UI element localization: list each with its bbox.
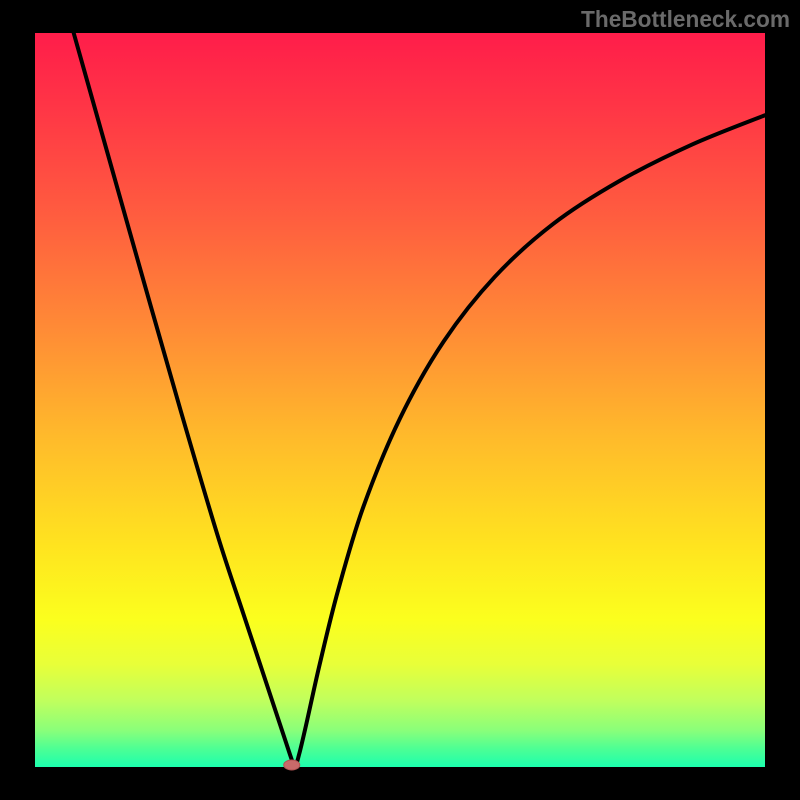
chart-canvas: TheBottleneck.com bbox=[0, 0, 800, 800]
curve-layer bbox=[35, 33, 765, 767]
plot-area bbox=[35, 33, 765, 767]
watermark-text: TheBottleneck.com bbox=[581, 6, 790, 33]
minimum-marker bbox=[283, 759, 301, 770]
bottleneck-curve bbox=[74, 33, 765, 767]
